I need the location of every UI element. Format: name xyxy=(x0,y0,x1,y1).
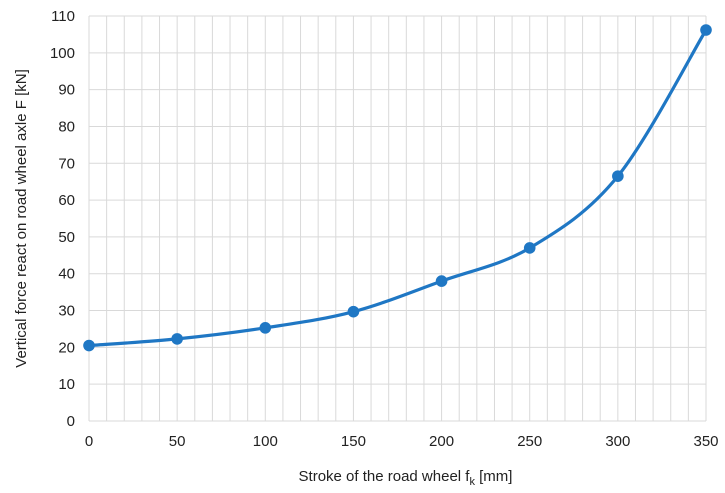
y-tick-label: 90 xyxy=(58,82,75,99)
x-tick-label: 50 xyxy=(169,433,186,450)
y-tick-label: 20 xyxy=(58,339,75,356)
tick-labels: 0 10 20 30 40 50 60 70 80 90 100 110 0 50 100 150 200 250… xyxy=(50,8,719,450)
y-tick-label: 30 xyxy=(58,303,75,320)
data-point xyxy=(523,242,536,254)
y-tick-label: 10 xyxy=(58,376,75,393)
y-tick-label: 80 xyxy=(58,118,75,135)
data-point xyxy=(259,322,272,334)
x-tick-label: 350 xyxy=(693,433,718,450)
x-tick-label: 0 xyxy=(85,433,93,450)
data-point xyxy=(83,339,95,352)
series-layer xyxy=(83,24,712,352)
data-point xyxy=(612,170,624,182)
y-axis-label: Vertical force react on road wheel axle … xyxy=(13,69,30,367)
x-tick-label: 100 xyxy=(253,433,278,450)
x-tick-label: 150 xyxy=(341,433,366,450)
y-tick-label: 40 xyxy=(58,266,75,283)
x-axis-label-subscript: k xyxy=(469,476,475,488)
y-tick-label: 70 xyxy=(58,155,75,172)
y-tick-label: 100 xyxy=(50,45,75,62)
data-point xyxy=(700,24,712,36)
grid xyxy=(88,15,707,422)
x-tick-label: 250 xyxy=(517,433,542,450)
x-axis-label-text: Stroke of the road wheel xyxy=(299,468,466,485)
y-tick-label: 110 xyxy=(51,8,75,25)
y-tick-label: 60 xyxy=(58,192,75,209)
x-axis-label-symbol: f xyxy=(465,468,470,485)
series-line xyxy=(87,28,708,348)
x-axis-label: Stroke of the road wheel fk [mm] xyxy=(299,468,513,488)
data-point xyxy=(347,305,360,318)
data-point xyxy=(435,275,448,287)
data-point xyxy=(171,333,183,345)
y-tick-label: 0 xyxy=(67,413,75,430)
x-axis-label-unit: [mm] xyxy=(475,468,513,485)
x-tick-label: 300 xyxy=(605,433,630,450)
y-tick-label: 50 xyxy=(58,229,75,246)
x-tick-label: 200 xyxy=(429,433,454,450)
